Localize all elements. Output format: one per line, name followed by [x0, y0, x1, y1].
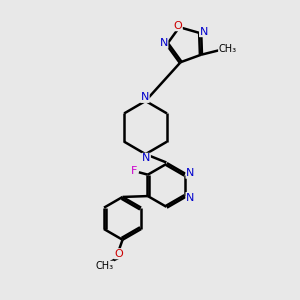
- Text: N: N: [200, 27, 208, 37]
- Text: F: F: [131, 166, 137, 176]
- Text: CH₃: CH₃: [219, 44, 237, 54]
- Text: N: N: [160, 38, 168, 48]
- Text: O: O: [115, 249, 123, 259]
- Text: N: N: [142, 153, 150, 163]
- Text: CH₃: CH₃: [96, 261, 114, 271]
- Text: N: N: [141, 92, 149, 102]
- Text: N: N: [186, 193, 194, 202]
- Text: O: O: [173, 21, 182, 31]
- Text: N: N: [186, 168, 194, 178]
